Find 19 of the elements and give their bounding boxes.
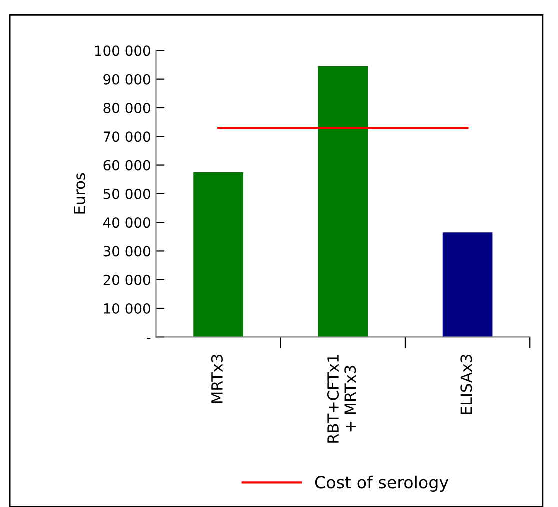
y-tick-label: 90 000 xyxy=(104,74,150,85)
y-axis-title: Euros xyxy=(74,173,86,214)
y-tick-label: 60 000 xyxy=(104,160,150,171)
y-tick-label: 70 000 xyxy=(104,132,150,142)
y-tick-label: 20 000 xyxy=(104,274,150,286)
x-tick-label: MRTx3 xyxy=(211,355,223,404)
legend-label: Cost of serology xyxy=(315,476,449,492)
bar xyxy=(442,232,493,338)
y-tick-label: 50 000 xyxy=(104,188,150,200)
y-tick-label: 30 000 xyxy=(104,246,150,257)
x-tick-label: RBT+CFTx1 + MRTx3 xyxy=(327,355,356,443)
bar xyxy=(318,66,368,338)
y-tick-label: 10 000 xyxy=(104,303,150,314)
y-tick-label: - xyxy=(147,338,151,340)
y-tick-label: 80 000 xyxy=(104,102,150,114)
bar xyxy=(194,172,244,338)
y-tick-label: 100 000 xyxy=(95,46,150,56)
y-tick-label: 40 000 xyxy=(103,218,150,228)
x-tick-label: ELISAx3 xyxy=(460,355,472,414)
